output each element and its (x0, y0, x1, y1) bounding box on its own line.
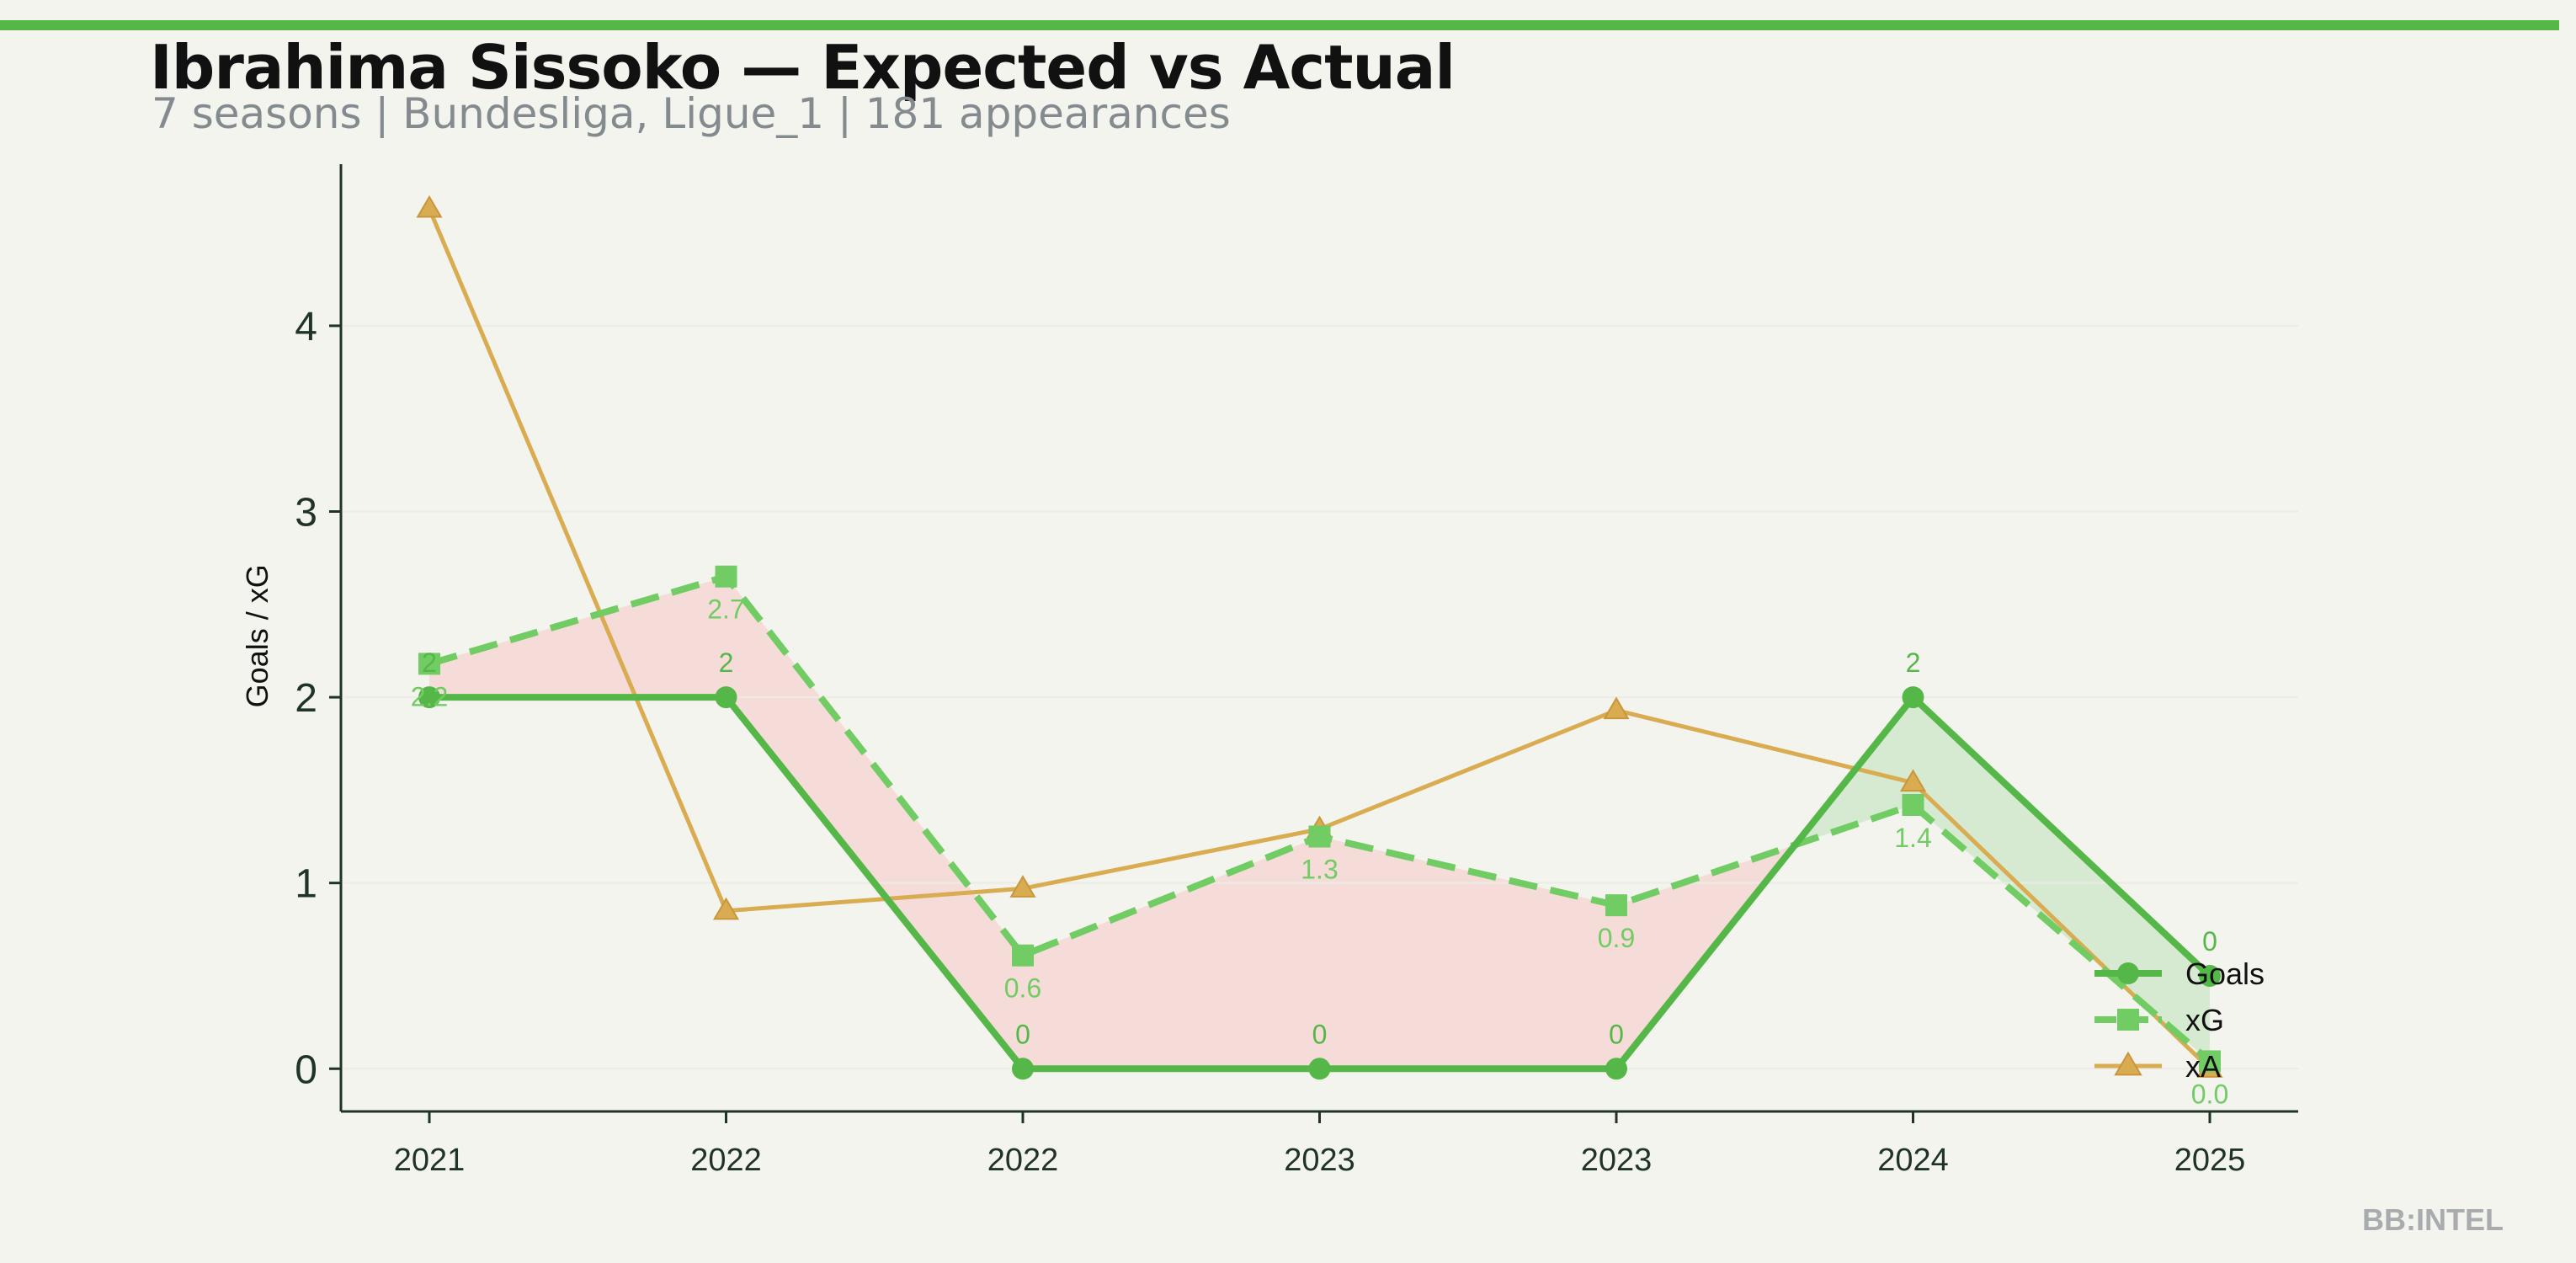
goals-data-label: 2 (719, 647, 734, 678)
xg-data-label: 0.9 (1598, 923, 1635, 953)
xg-point (418, 653, 440, 675)
goals-point (1902, 686, 1924, 709)
fill-segment (1023, 836, 1320, 1069)
y-tick-label: 0 (295, 1047, 317, 1092)
chart-subtitle: 7 seasons | Bundesliga, Ligue_1 | 181 ap… (152, 89, 1231, 138)
goals-data-label: 2 (1906, 647, 1921, 678)
brand-watermark: BB:INTEL (2362, 1202, 2504, 1237)
goals-data-label: 2 (422, 647, 437, 678)
goals-point (1605, 1058, 1627, 1080)
x-tick-label: 2021 (394, 1143, 466, 1178)
legend-xa-label: xA (2185, 1049, 2221, 1084)
xg-data-label: 1.4 (1894, 823, 1931, 853)
xg-point (715, 565, 737, 588)
x-tick-label: 2025 (2174, 1143, 2246, 1178)
goals-point (1308, 1058, 1331, 1080)
xg-point (2199, 1050, 2221, 1073)
xg-data-label: 2.2 (411, 681, 448, 711)
goals-point (1012, 1058, 1034, 1080)
xg-point (1605, 894, 1627, 917)
accent-bar (0, 20, 2559, 30)
fill-segment (429, 576, 726, 698)
xg-data-label: 0.6 (1004, 973, 1041, 1004)
legend-goals-label: Goals (2185, 957, 2265, 991)
fill-segment (1319, 836, 1616, 1069)
data-labels: 2 2 0 0 0 2 0 2.2 2.7 0.6 1.3 0.9 1.4 0.0 (411, 594, 2228, 1110)
xg-data-label: 0.0 (2191, 1079, 2228, 1109)
x-tick-label: 2023 (1581, 1143, 1653, 1178)
xg-data-label: 1.3 (1301, 855, 1338, 885)
xg-point (1308, 825, 1331, 848)
xg-point (1902, 794, 1924, 817)
goals-data-label: 0 (1609, 1019, 1624, 1049)
y-axis-label: Goals / xG (240, 564, 274, 707)
legend-goals-marker (2117, 962, 2139, 984)
fill-segment (1913, 697, 2210, 1062)
xa-point (1009, 875, 1036, 898)
x-tick-label: 2022 (987, 1143, 1059, 1178)
xa-point (1603, 696, 1630, 720)
goals-data-label: 0 (1015, 1019, 1030, 1049)
fill-segment (726, 576, 1023, 1069)
y-tick-label: 2 (295, 676, 317, 721)
series-lines (416, 195, 2223, 1080)
chart-title: Ibrahima Sissoko — Expected vs Actual (150, 32, 1456, 103)
xg-point (1012, 944, 1034, 967)
goals-data-label: 0 (1312, 1019, 1328, 1049)
x-tick-label: 2023 (1284, 1143, 1355, 1178)
y-tick-label: 4 (295, 305, 317, 349)
goals-point (715, 686, 737, 709)
y-tick-label: 1 (295, 862, 317, 907)
legend: Goals xG xA (2094, 957, 2265, 1084)
x-tick-label: 2022 (690, 1143, 762, 1178)
legend-xa-marker (2114, 1051, 2142, 1076)
x-tick-label: 2024 (1877, 1143, 1949, 1178)
xa-point (416, 195, 443, 218)
xa-point (1899, 769, 1927, 792)
xa-point (712, 897, 740, 920)
goals-data-label: 0 (2202, 926, 2217, 957)
goals-point (418, 686, 440, 709)
xg-data-label: 2.7 (707, 594, 744, 625)
legend-xg-marker (2117, 1009, 2139, 1031)
legend-xg-label: xG (2185, 1003, 2224, 1037)
y-tick-label: 3 (295, 491, 317, 536)
goals-point (2199, 964, 2221, 987)
